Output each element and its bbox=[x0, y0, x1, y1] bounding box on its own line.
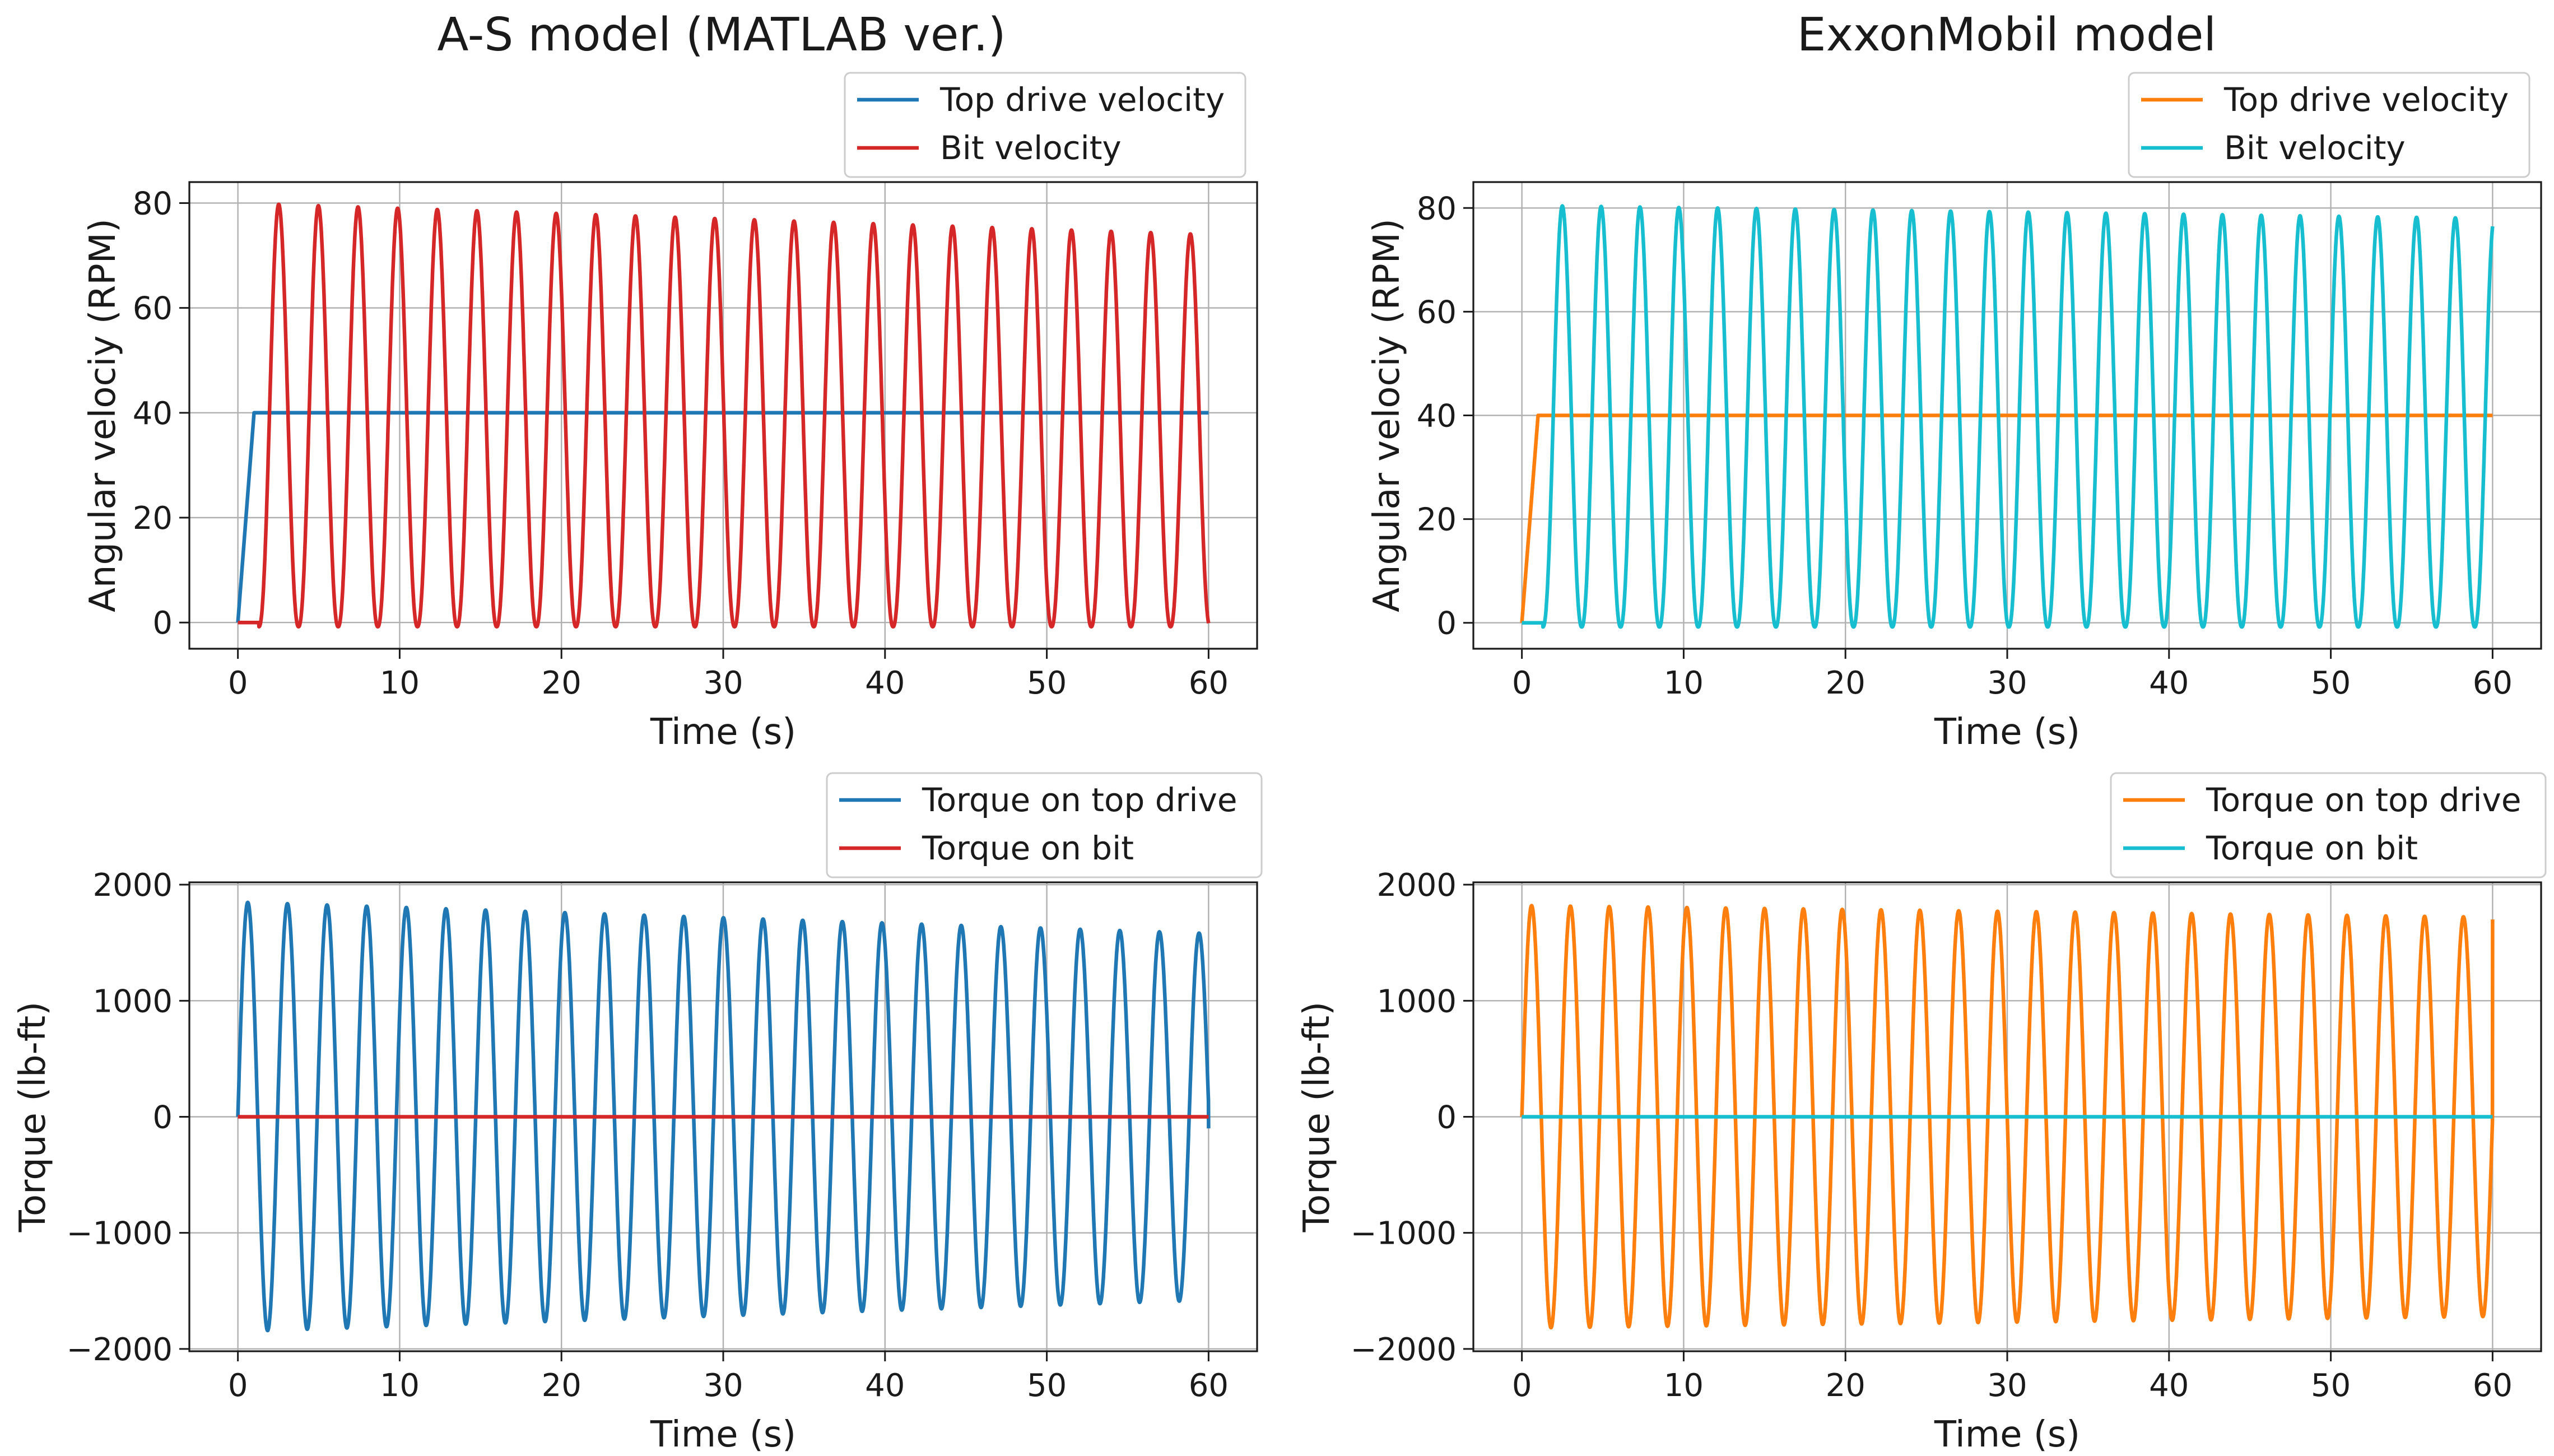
y-axis-label: Torque (lb-ft) bbox=[1296, 1002, 1338, 1232]
x-tick-label: 50 bbox=[1027, 1367, 1067, 1404]
y-tick-label: 2000 bbox=[92, 867, 173, 904]
legend-box bbox=[826, 772, 1263, 878]
legend-box bbox=[2110, 772, 2547, 878]
legend-label: Bit velocity bbox=[2224, 129, 2406, 167]
y-axis-label: Torque (lb-ft) bbox=[12, 1002, 54, 1232]
x-tick-label: 50 bbox=[1027, 665, 1067, 701]
y-tick-label: 0 bbox=[152, 605, 173, 641]
y-tick-label: 2000 bbox=[1376, 867, 1457, 904]
y-axis-label: Angular velociy (RPM) bbox=[1366, 218, 1408, 612]
x-axis-label: Time (s) bbox=[650, 1414, 796, 1455]
x-tick-label: 40 bbox=[865, 665, 905, 701]
x-tick-label: 10 bbox=[1664, 665, 1704, 701]
x-tick-label: 50 bbox=[2311, 665, 2351, 701]
x-tick-label: 60 bbox=[1189, 1367, 1229, 1404]
x-tick-label: 10 bbox=[1664, 1367, 1704, 1404]
chart-exxon_torque: 0 10 20 30 40 50 60 −2000 −1000 0 1000 2000 Time (s)… bbox=[1296, 772, 2547, 1455]
x-axis-label: Time (s) bbox=[650, 711, 796, 753]
legend-label: Top drive velocity bbox=[2223, 81, 2509, 119]
x-tick-label: 40 bbox=[2149, 1367, 2189, 1404]
y-tick-label: −2000 bbox=[67, 1332, 173, 1368]
y-tick-label: 60 bbox=[1417, 294, 1457, 331]
x-axis-label: Time (s) bbox=[1934, 1414, 2080, 1455]
legend-label: Torque on top drive bbox=[922, 781, 1238, 819]
x-tick-label: 40 bbox=[2149, 665, 2189, 701]
chart-as_velocity: 0 10 20 30 40 50 60 0 20 40 60 80 Time (s) Angular ve… bbox=[82, 72, 1258, 753]
x-tick-label: 20 bbox=[542, 1367, 581, 1404]
legend: Top drive velocity Bit velocity bbox=[844, 72, 1246, 178]
legend-label: Torque on bit bbox=[2206, 829, 2418, 867]
y-tick-label: 40 bbox=[133, 396, 173, 432]
x-tick-label: 30 bbox=[703, 665, 743, 701]
x-tick-label: 60 bbox=[1189, 665, 1229, 701]
x-tick-label: 10 bbox=[380, 665, 420, 701]
x-axis-label: Time (s) bbox=[1934, 711, 2080, 753]
x-tick-label: 30 bbox=[703, 1367, 743, 1404]
x-tick-label: 60 bbox=[2473, 665, 2513, 701]
chart-as_torque: 0 10 20 30 40 50 60 −2000 −1000 0 1000 2000 Time (s)… bbox=[12, 772, 1263, 1455]
y-tick-label: −1000 bbox=[1351, 1216, 1457, 1252]
x-tick-label: 20 bbox=[542, 665, 581, 701]
column-title-right: ExxonMobil model bbox=[1797, 8, 2216, 62]
chart-panels: 0 10 20 30 40 50 60 0 20 40 60 80 Time (s) Angular ve… bbox=[12, 72, 2547, 1455]
series-line-1 bbox=[236, 202, 1211, 629]
legend: Torque on top drive Torque on bit bbox=[826, 772, 1263, 878]
legend: Top drive velocity Bit velocity bbox=[2128, 72, 2530, 178]
series-line-0 bbox=[236, 411, 1209, 623]
x-tick-label: 20 bbox=[1826, 1367, 1866, 1404]
x-tick-label: 30 bbox=[1987, 1367, 2027, 1404]
y-tick-label: 0 bbox=[1436, 1100, 1457, 1136]
legend-box bbox=[844, 72, 1246, 178]
y-tick-label: 80 bbox=[1417, 190, 1457, 227]
y-tick-label: 20 bbox=[133, 500, 173, 537]
y-tick-label: 0 bbox=[1436, 606, 1457, 642]
y-tick-label: 80 bbox=[133, 185, 173, 222]
y-tick-label: 1000 bbox=[1376, 983, 1457, 1020]
y-tick-label: 40 bbox=[1417, 398, 1457, 435]
x-tick-label: 0 bbox=[1512, 1367, 1532, 1404]
x-tick-label: 20 bbox=[1826, 665, 1866, 701]
y-tick-label: 1000 bbox=[92, 983, 173, 1020]
y-tick-label: 20 bbox=[1417, 502, 1457, 538]
column-title-left: A-S model (MATLAB ver.) bbox=[437, 8, 1006, 62]
x-tick-label: 60 bbox=[2473, 1367, 2513, 1404]
y-tick-label: 0 bbox=[152, 1100, 173, 1136]
legend-label: Top drive velocity bbox=[939, 81, 1225, 119]
legend: Torque on top drive Torque on bit bbox=[2110, 772, 2547, 878]
y-tick-label: −1000 bbox=[67, 1216, 173, 1252]
y-tick-label: −2000 bbox=[1351, 1332, 1457, 1368]
x-tick-label: 0 bbox=[1512, 665, 1532, 701]
series-line-0 bbox=[236, 900, 1211, 1333]
legend-label: Torque on top drive bbox=[2206, 781, 2522, 819]
x-tick-label: 40 bbox=[865, 1367, 905, 1404]
series-line-1 bbox=[1520, 204, 2495, 629]
legend-box bbox=[2128, 72, 2530, 178]
x-tick-label: 10 bbox=[380, 1367, 420, 1404]
legend-label: Torque on bit bbox=[922, 829, 1134, 867]
legend-label: Bit velocity bbox=[940, 129, 1122, 167]
chart-exxon_velocity: 0 10 20 30 40 50 60 0 20 40 60 80 Time (s) Angular ve… bbox=[1366, 72, 2542, 753]
x-tick-label: 30 bbox=[1987, 665, 2027, 701]
y-axis-label: Angular velociy (RPM) bbox=[82, 218, 124, 612]
x-tick-label: 50 bbox=[2311, 1367, 2351, 1404]
x-tick-label: 0 bbox=[228, 1367, 248, 1404]
x-tick-label: 0 bbox=[228, 665, 248, 701]
y-tick-label: 60 bbox=[133, 291, 173, 327]
